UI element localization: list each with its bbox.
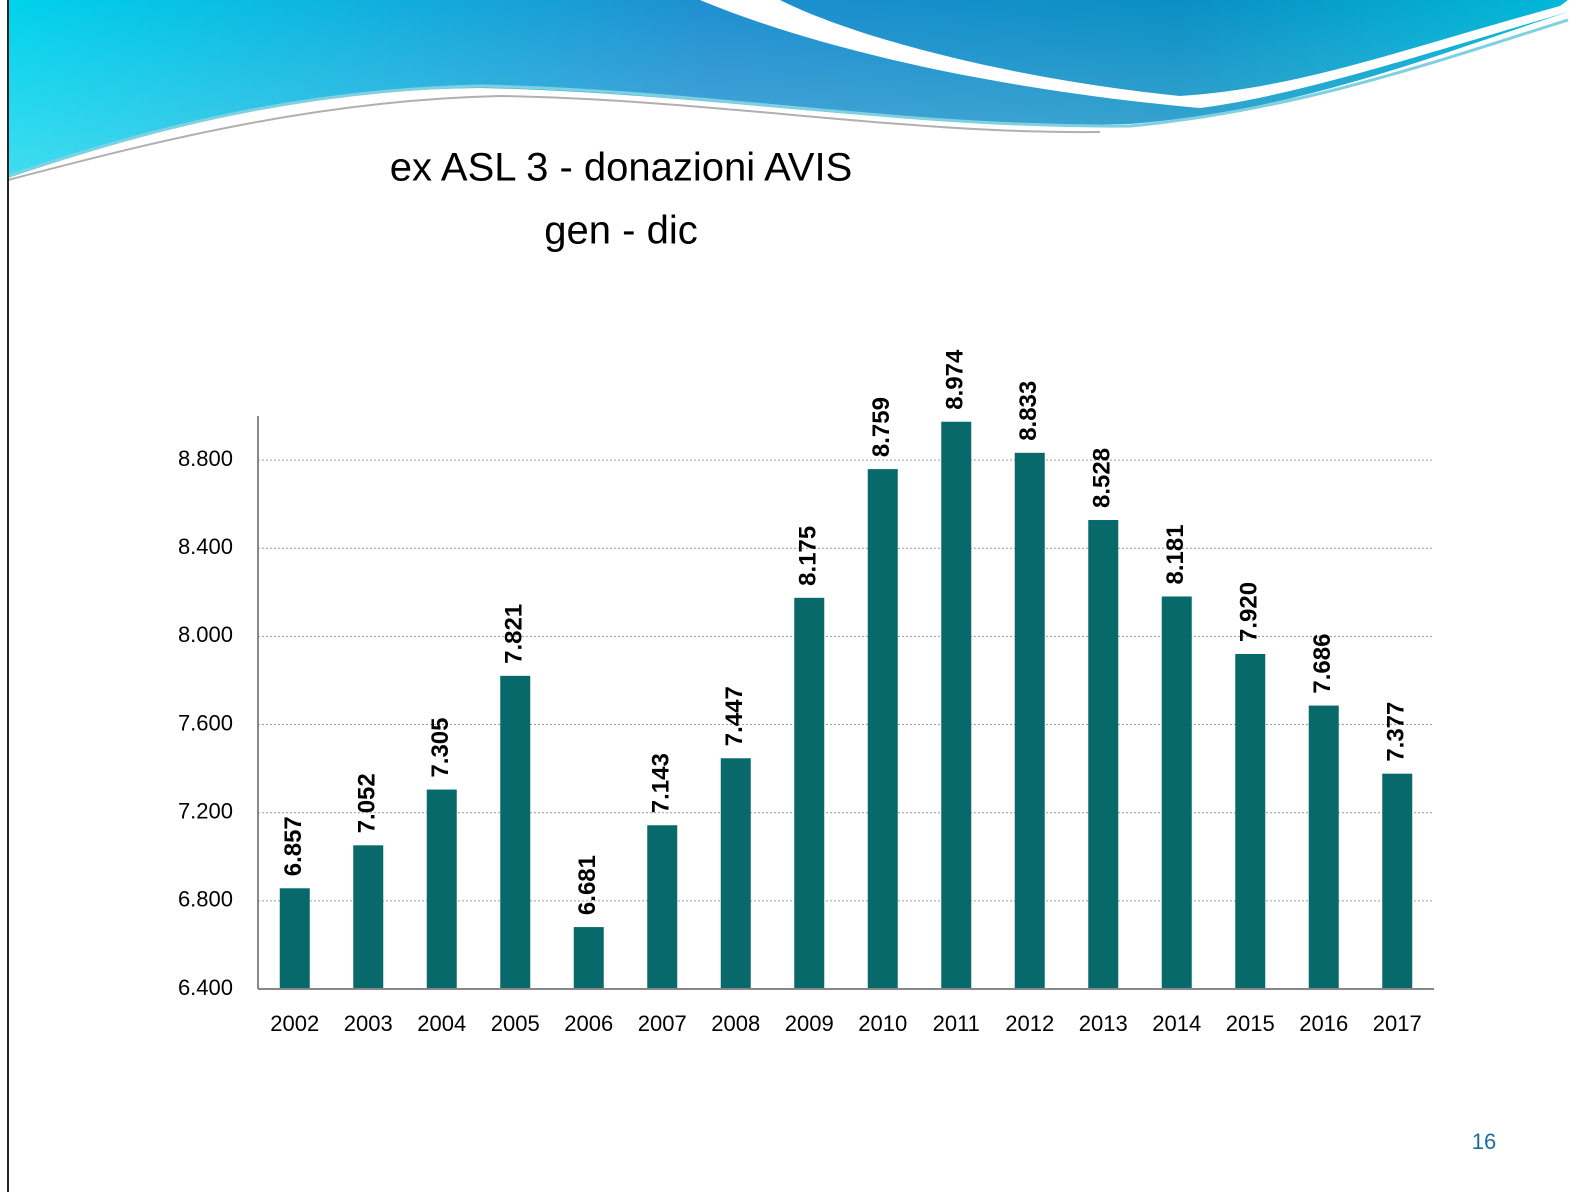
value-label: 8.528 bbox=[1089, 448, 1116, 508]
header-decoration bbox=[7, 0, 1569, 1192]
x-tick-label: 2017 bbox=[1373, 1011, 1422, 1036]
value-label: 7.920 bbox=[1236, 582, 1263, 642]
value-label: 7.052 bbox=[354, 773, 381, 833]
value-label: 7.821 bbox=[501, 604, 528, 664]
value-label: 6.681 bbox=[574, 855, 601, 915]
y-tick-label: 8.000 bbox=[178, 622, 233, 647]
value-label: 8.974 bbox=[942, 349, 969, 410]
x-tick-label: 2003 bbox=[344, 1011, 393, 1036]
x-tick-label: 2005 bbox=[491, 1011, 540, 1036]
x-tick-label: 2014 bbox=[1152, 1011, 1201, 1036]
value-label: 8.759 bbox=[868, 397, 895, 457]
x-tick-label: 2004 bbox=[417, 1011, 466, 1036]
y-tick-label: 8.800 bbox=[178, 446, 233, 471]
y-tick-label: 7.200 bbox=[178, 799, 233, 824]
x-tick-label: 2009 bbox=[785, 1011, 834, 1036]
x-tick-label: 2015 bbox=[1226, 1011, 1275, 1036]
value-label: 7.377 bbox=[1383, 702, 1410, 762]
x-tick-label: 2011 bbox=[933, 1011, 980, 1036]
bar bbox=[279, 888, 310, 989]
bar bbox=[1014, 452, 1045, 990]
x-tick-label: 2010 bbox=[858, 1011, 907, 1036]
slide-number: 16 bbox=[1472, 1129, 1496, 1154]
bar bbox=[794, 597, 825, 989]
bar bbox=[500, 675, 531, 989]
bar bbox=[1235, 654, 1266, 989]
value-label: 7.686 bbox=[1309, 634, 1336, 694]
bar bbox=[941, 421, 972, 990]
x-tick-label: 2008 bbox=[711, 1011, 760, 1036]
x-tick-label: 2007 bbox=[638, 1011, 687, 1036]
bar bbox=[1088, 520, 1119, 989]
x-tick-label: 2013 bbox=[1079, 1011, 1128, 1036]
chart-title: ex ASL 3 - donazioni AVIS bbox=[390, 146, 853, 190]
value-label: 7.143 bbox=[648, 753, 675, 813]
bar bbox=[573, 927, 604, 989]
value-label: 8.833 bbox=[1015, 381, 1042, 441]
value-label: 6.857 bbox=[280, 816, 307, 876]
value-label: 8.175 bbox=[795, 526, 822, 586]
y-tick-label: 6.400 bbox=[178, 975, 233, 1000]
bar bbox=[426, 789, 457, 989]
x-tick-label: 2012 bbox=[1005, 1011, 1054, 1036]
bar bbox=[647, 825, 678, 989]
bar bbox=[1382, 773, 1413, 989]
x-tick-label: 2006 bbox=[564, 1011, 613, 1036]
chart-subtitle: gen - dic bbox=[544, 209, 697, 253]
value-label: 7.305 bbox=[427, 717, 454, 777]
y-tick-label: 8.400 bbox=[178, 534, 233, 559]
value-label: 8.181 bbox=[1162, 524, 1189, 584]
x-tick-label: 2002 bbox=[270, 1011, 319, 1036]
y-tick-label: 6.800 bbox=[178, 887, 233, 912]
y-tick-label: 7.600 bbox=[178, 710, 233, 735]
value-label: 7.447 bbox=[721, 686, 748, 746]
bar bbox=[867, 469, 898, 990]
bar bbox=[1308, 705, 1339, 989]
bar bbox=[1161, 596, 1192, 989]
bar bbox=[353, 845, 384, 989]
x-tick-label: 2016 bbox=[1299, 1011, 1348, 1036]
bar bbox=[720, 758, 751, 989]
